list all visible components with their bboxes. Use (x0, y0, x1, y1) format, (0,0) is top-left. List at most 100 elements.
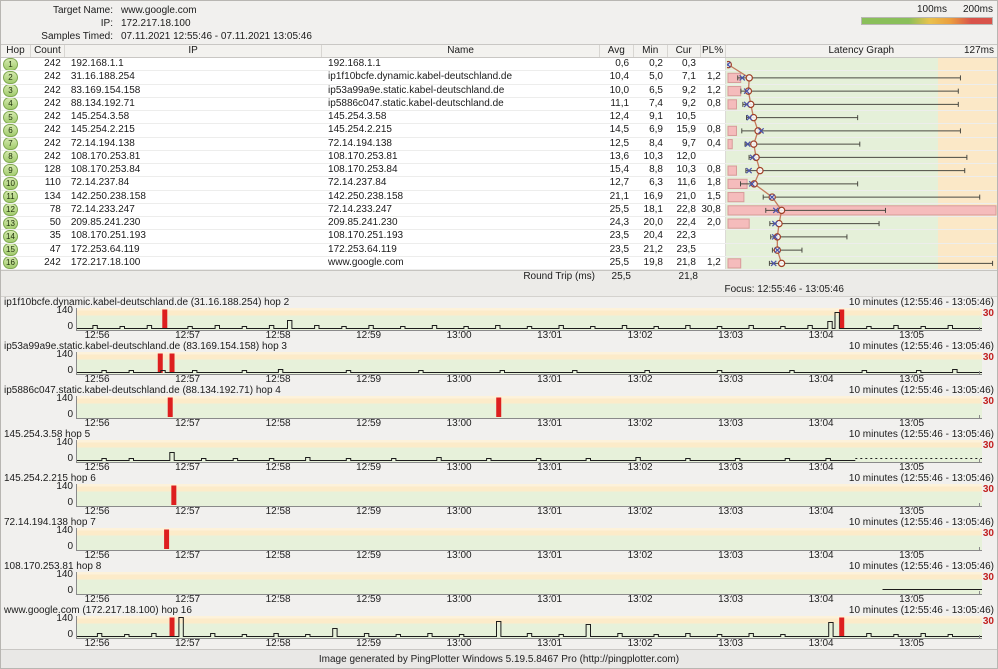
count-cell: 134 (44, 190, 61, 202)
timeline-title: ip5886c047.static.kabel-deutschland.de (… (4, 385, 281, 396)
table-row-hop-1[interactable]: 1 242 192.168.1.1 192.168.1.1 0,6 0,2 0,3 (1, 58, 997, 72)
table-row-hop-10[interactable]: 10 110 72.14.237.84 72.14.237.84 12,7 6,3 11,6… (1, 177, 997, 191)
table-row-hop-12[interactable]: 12 78 72.14.233.247 72.14.233.247 25,5 18,1 22… (1, 203, 997, 217)
latency-graph-cell (724, 203, 997, 216)
time-tick-label: 12:57 (175, 506, 201, 517)
col-header-ip[interactable]: IP (65, 45, 323, 57)
timeline-plot-area[interactable] (76, 396, 982, 419)
tick-mark (97, 462, 99, 465)
y-axis-right-label: 30 (982, 308, 994, 319)
avg-cell: 12,5 (609, 137, 630, 149)
time-tick-label: 13:00 (446, 418, 472, 429)
table-row-hop-6[interactable]: 6 242 145.254.2.215 145.254.2.215 14,5 6,9 15,… (1, 124, 997, 138)
ip-cell: 172.217.18.100 (70, 256, 141, 268)
y-axis-zero-label: 0 (67, 497, 73, 508)
time-tick-label: 13:00 (446, 638, 472, 649)
timeline-range-label: 10 minutes (12:55:46 - 13:05:46) (848, 561, 994, 572)
ip-label: IP: (100, 18, 113, 29)
timeline-title: www.google.com (172.217.18.100) hop 16 (4, 605, 192, 616)
col-header-min[interactable]: Min (634, 45, 668, 57)
tick-mark (730, 638, 732, 641)
table-row-hop-9[interactable]: 9 128 108.170.253.84 108.170.253.84 15,4 8,8 1… (1, 164, 997, 178)
timeline-title: ip1f10bcfe.dynamic.kabel-deutschland.de … (4, 297, 290, 308)
round-trip-label: Round Trip (ms) (523, 271, 595, 282)
table-row-hop-14[interactable]: 14 35 108.170.251.193 108.170.251.193 23,5 20… (1, 230, 997, 244)
min-cell: 18,1 (643, 203, 663, 215)
tick-mark (368, 374, 370, 377)
table-row-hop-4[interactable]: 4 242 88.134.192.71 ip5886c047.static.kabel… (1, 97, 997, 111)
timeline-plot-area[interactable] (76, 440, 982, 463)
pl-cell: 2,0 (706, 217, 721, 229)
latency-graph-cell (724, 190, 997, 203)
avg-cell: 14,5 (609, 124, 630, 136)
timeline-plot-area[interactable] (76, 484, 982, 507)
time-tick-label: 13:04 (808, 506, 834, 517)
col-header-cur[interactable]: Cur (668, 45, 701, 57)
time-tick-label: 12:58 (265, 330, 291, 341)
round-trip-row: Round Trip (ms) 25,5 21,8 (1, 270, 997, 283)
count-cell: 242 (44, 71, 61, 83)
hop-timeline-graph[interactable]: 145.254.3.58 hop 5 10 minutes (12:55:46 -… (1, 429, 997, 473)
name-cell: 72.14.194.138 (328, 137, 392, 149)
time-tick-label: 12:58 (265, 506, 291, 517)
table-row-hop-3[interactable]: 3 242 83.169.154.158 ip53a99a9e.static.kabe… (1, 84, 997, 98)
table-row-hop-15[interactable]: 15 47 172.253.64.119 172.253.64.119 23,5 21,2… (1, 243, 997, 257)
ip-cell: 108.170.253.81 (70, 150, 141, 162)
time-tick-label: 13:00 (446, 462, 472, 473)
name-cell: 108.170.253.84 (328, 164, 398, 176)
hop-number-badge: 14 (3, 230, 18, 243)
y-axis-right-label: 30 (982, 528, 994, 539)
tick-mark (911, 462, 913, 465)
table-row-hop-7[interactable]: 7 242 72.14.194.138 72.14.194.138 12,5 8,4 9,7… (1, 137, 997, 151)
timeline-plot-area[interactable] (76, 528, 982, 551)
hop-timeline-graph[interactable]: ip1f10bcfe.dynamic.kabel-deutschland.de … (1, 297, 997, 341)
col-header-avg[interactable]: Avg (600, 45, 634, 57)
latency-graph-header-label: Latency Graph (828, 45, 895, 56)
table-row-hop-16[interactable]: 16 242 172.217.18.100 www.google.com 25,5 19,… (1, 256, 997, 270)
hop-timeline-graph[interactable]: ip53a99a9e.static.kabel-deutschland.de (… (1, 341, 997, 385)
tick-mark (187, 462, 189, 465)
tick-mark (459, 594, 461, 597)
col-header-name[interactable]: Name (322, 45, 600, 57)
time-tick-label: 12:59 (356, 462, 382, 473)
hop-timeline-graph[interactable]: ip5886c047.static.kabel-deutschland.de (… (1, 385, 997, 429)
col-header-count[interactable]: Count (31, 45, 65, 57)
timeline-plot-area[interactable] (76, 572, 982, 595)
count-cell: 242 (44, 97, 61, 109)
hop-timeline-graph[interactable]: 72.14.194.138 hop 7 10 minutes (12:55:46 … (1, 517, 997, 561)
avg-cell: 0,6 (615, 58, 630, 70)
latency-gradient-bar (861, 17, 993, 25)
col-header-pl[interactable]: PL% (701, 45, 726, 57)
table-row-hop-11[interactable]: 11 134 142.250.238.158 142.250.238.158 21,1 1… (1, 190, 997, 204)
table-row-hop-5[interactable]: 5 242 145.254.3.58 145.254.3.58 12,4 9,1 10,5 (1, 111, 997, 125)
col-header-latency-graph[interactable]: Latency Graph 127ms (726, 45, 997, 57)
hop-cell: 11 (1, 190, 31, 203)
hop-cell: 7 (1, 137, 31, 150)
latency-graph-cell (724, 124, 997, 137)
timeline-plot-area[interactable] (76, 308, 982, 331)
timeline-plot-area[interactable] (76, 616, 982, 639)
col-header-hop[interactable]: Hop (1, 45, 31, 57)
hop-number-badge: 2 (3, 71, 18, 84)
pl-cell: 30,8 (701, 203, 721, 215)
ip-cell: 31.16.188.254 (70, 71, 135, 83)
latency-graph-cell (724, 177, 997, 190)
table-row-hop-2[interactable]: 2 242 31.16.188.254 ip1f10bcfe.dynamic.kabe… (1, 71, 997, 85)
table-row-hop-13[interactable]: 13 50 209.85.241.230 209.85.241.230 24,3 20,0… (1, 217, 997, 231)
hop-timeline-graph[interactable]: 145.254.2.215 hop 6 10 minutes (12:55:46 … (1, 473, 997, 517)
count-cell: 242 (44, 137, 61, 149)
y-axis-right-label: 30 (982, 616, 994, 627)
target-name-label: Target Name: (52, 5, 113, 16)
cur-cell: 9,2 (682, 84, 696, 96)
name-cell: ip53a99a9e.static.kabel-deutschland.de (328, 84, 505, 96)
hop-timeline-graph[interactable]: www.google.com (172.217.18.100) hop 16 10… (1, 605, 997, 649)
timeline-plot-area[interactable] (76, 352, 982, 375)
cur-cell: 9,7 (682, 137, 696, 149)
tick-mark (278, 506, 280, 509)
table-row-hop-8[interactable]: 8 242 108.170.253.81 108.170.253.81 13,6 10,3… (1, 150, 997, 164)
latency-graph-cell (724, 150, 997, 163)
timeline-range-label: 10 minutes (12:55:46 - 13:05:46) (848, 473, 994, 484)
tick-mark (187, 374, 189, 377)
min-cell: 8,8 (649, 164, 663, 176)
hop-timeline-graph[interactable]: 108.170.253.81 hop 8 10 minutes (12:55:46… (1, 561, 997, 605)
